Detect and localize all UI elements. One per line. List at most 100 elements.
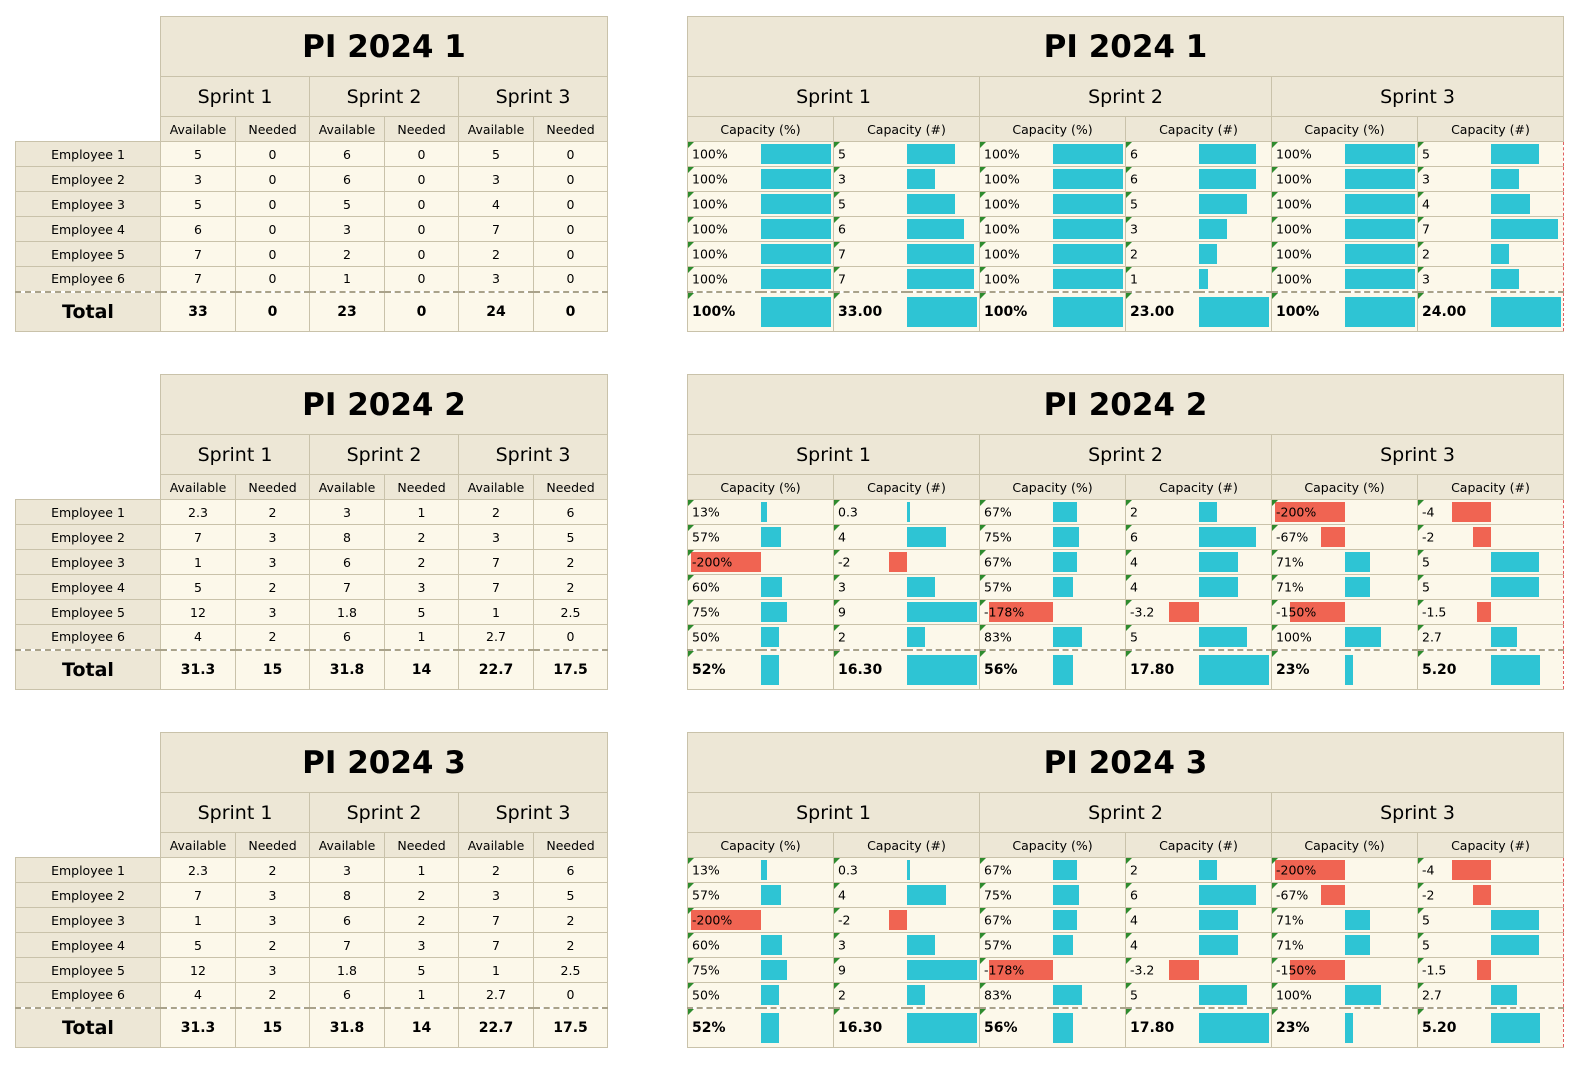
value-cell[interactable]: 5 [458, 141, 534, 167]
capacity-cell[interactable]: -2 [1417, 524, 1564, 550]
value-cell[interactable]: 6 [533, 857, 608, 883]
capacity-cell[interactable]: 52% [687, 1006, 834, 1048]
capacity-cell[interactable]: 17.80 [1125, 648, 1272, 690]
capacity-cell[interactable]: 5 [1125, 191, 1272, 217]
value-cell[interactable]: 0 [384, 141, 459, 167]
value-cell[interactable]: 6 [309, 141, 385, 167]
capacity-cell[interactable]: 67% [979, 549, 1126, 575]
value-cell[interactable]: 0 [384, 216, 459, 242]
capacity-cell[interactable]: 2 [1125, 857, 1272, 883]
value-cell[interactable]: 3 [235, 957, 310, 983]
capacity-cell[interactable]: -67% [1271, 882, 1418, 908]
value-cell[interactable]: 2 [384, 549, 459, 575]
capacity-cell[interactable]: 5.20 [1417, 648, 1564, 690]
value-cell[interactable]: 2 [235, 624, 310, 650]
value-cell[interactable]: 1 [309, 266, 385, 292]
value-cell[interactable]: 3 [309, 499, 385, 525]
value-cell[interactable]: 4 [160, 982, 236, 1008]
capacity-cell[interactable]: 56% [979, 1006, 1126, 1048]
value-cell[interactable]: 3 [235, 524, 310, 550]
capacity-cell[interactable]: 0.3 [833, 499, 980, 525]
capacity-cell[interactable]: 6 [1125, 166, 1272, 192]
capacity-cell[interactable]: -4 [1417, 499, 1564, 525]
value-cell[interactable]: 1 [458, 599, 534, 625]
capacity-cell[interactable]: 5 [833, 141, 980, 167]
capacity-cell[interactable]: 5 [1125, 982, 1272, 1008]
capacity-cell[interactable]: 3 [833, 166, 980, 192]
capacity-cell[interactable]: 75% [687, 957, 834, 983]
value-cell[interactable]: 7 [458, 574, 534, 600]
value-cell[interactable]: 2 [458, 241, 534, 267]
value-cell[interactable]: 2 [384, 882, 459, 908]
capacity-cell[interactable]: 50% [687, 982, 834, 1008]
value-cell[interactable]: 3 [384, 574, 459, 600]
value-cell[interactable]: 0 [533, 166, 608, 192]
capacity-cell[interactable]: 4 [1125, 932, 1272, 958]
capacity-cell[interactable]: 9 [833, 957, 980, 983]
value-cell[interactable]: 0 [533, 141, 608, 167]
capacity-cell[interactable]: 7 [1417, 216, 1564, 242]
value-cell[interactable]: 1.8 [309, 957, 385, 983]
value-cell[interactable]: 1 [384, 857, 459, 883]
capacity-cell[interactable]: 5 [1417, 932, 1564, 958]
value-cell[interactable]: 5 [384, 957, 459, 983]
capacity-cell[interactable]: 2 [833, 624, 980, 650]
capacity-cell[interactable]: -200% [687, 549, 834, 575]
capacity-cell[interactable]: 3 [1125, 216, 1272, 242]
capacity-cell[interactable]: 100% [1271, 624, 1418, 650]
capacity-cell[interactable]: 71% [1271, 549, 1418, 575]
value-cell[interactable]: 6 [309, 907, 385, 933]
value-cell[interactable]: 1 [384, 499, 459, 525]
capacity-cell[interactable]: 4 [833, 524, 980, 550]
value-cell[interactable]: 7 [160, 266, 236, 292]
capacity-cell[interactable]: 4 [1417, 191, 1564, 217]
capacity-cell[interactable]: 1 [1125, 266, 1272, 292]
value-cell[interactable]: 2 [533, 549, 608, 575]
value-cell[interactable]: 2.5 [533, 599, 608, 625]
capacity-cell[interactable]: 100% [1271, 982, 1418, 1008]
capacity-cell[interactable]: 6 [1125, 141, 1272, 167]
capacity-cell[interactable]: -200% [687, 907, 834, 933]
value-cell[interactable]: 5 [160, 932, 236, 958]
capacity-cell[interactable]: 13% [687, 499, 834, 525]
value-cell[interactable]: 6 [533, 499, 608, 525]
capacity-cell[interactable]: 57% [979, 574, 1126, 600]
value-cell[interactable]: 0 [384, 191, 459, 217]
capacity-cell[interactable]: 67% [979, 499, 1126, 525]
capacity-cell[interactable]: 4 [833, 882, 980, 908]
value-cell[interactable]: 5 [384, 599, 459, 625]
value-cell[interactable]: 0 [235, 241, 310, 267]
value-cell[interactable]: 0 [384, 241, 459, 267]
capacity-cell[interactable]: 3 [1417, 166, 1564, 192]
capacity-cell[interactable]: 9 [833, 599, 980, 625]
value-cell[interactable]: 2.5 [533, 957, 608, 983]
value-cell[interactable]: 6 [309, 549, 385, 575]
value-cell[interactable]: 1 [384, 624, 459, 650]
value-cell[interactable]: 1 [160, 907, 236, 933]
capacity-cell[interactable]: 57% [687, 524, 834, 550]
value-cell[interactable]: 1 [384, 982, 459, 1008]
capacity-cell[interactable]: 5 [1417, 907, 1564, 933]
value-cell[interactable]: 2.7 [458, 982, 534, 1008]
value-cell[interactable]: 2 [533, 907, 608, 933]
value-cell[interactable]: 0 [533, 241, 608, 267]
capacity-cell[interactable]: 2.7 [1417, 982, 1564, 1008]
value-cell[interactable]: 2 [235, 982, 310, 1008]
capacity-cell[interactable]: 100% [979, 166, 1126, 192]
value-cell[interactable]: 7 [309, 574, 385, 600]
capacity-cell[interactable]: 2 [1125, 499, 1272, 525]
value-cell[interactable]: 3 [384, 932, 459, 958]
value-cell[interactable]: 2.7 [458, 624, 534, 650]
capacity-cell[interactable]: -67% [1271, 524, 1418, 550]
value-cell[interactable]: 0 [533, 982, 608, 1008]
capacity-cell[interactable]: 6 [1125, 882, 1272, 908]
capacity-cell[interactable]: 60% [687, 574, 834, 600]
capacity-cell[interactable]: 52% [687, 648, 834, 690]
value-cell[interactable]: 3 [309, 216, 385, 242]
capacity-cell[interactable]: 2.7 [1417, 624, 1564, 650]
value-cell[interactable]: 4 [160, 624, 236, 650]
capacity-cell[interactable]: 100% [687, 216, 834, 242]
value-cell[interactable]: 3 [458, 166, 534, 192]
capacity-cell[interactable]: 100% [979, 141, 1126, 167]
capacity-cell[interactable]: 24.00 [1417, 290, 1564, 332]
